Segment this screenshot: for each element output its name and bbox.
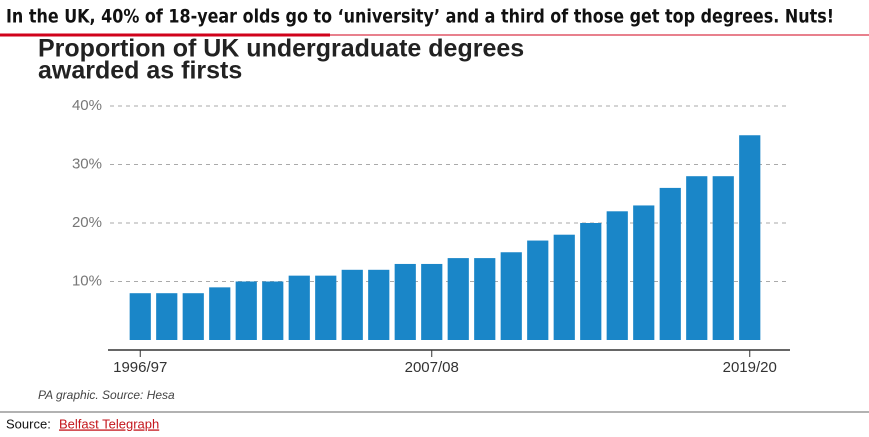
bar bbox=[368, 269, 390, 340]
bar bbox=[156, 293, 178, 340]
x-tick-label: 1996/97 bbox=[113, 359, 167, 376]
bar bbox=[235, 281, 257, 340]
bar bbox=[315, 275, 337, 340]
bar bbox=[527, 240, 549, 340]
bar bbox=[659, 187, 681, 340]
chart-title: awarded as firsts bbox=[38, 57, 242, 85]
chart-title: Proportion of UK undergraduate degrees bbox=[38, 35, 524, 63]
bar bbox=[739, 135, 761, 340]
bar bbox=[182, 293, 204, 340]
bar bbox=[262, 281, 284, 340]
y-tick-label: 20% bbox=[72, 214, 102, 231]
bar bbox=[288, 275, 310, 340]
y-tick-label: 40% bbox=[72, 97, 102, 114]
bar bbox=[209, 287, 231, 340]
source-link[interactable]: Belfast Telegraph bbox=[59, 416, 159, 431]
y-tick-label: 10% bbox=[72, 272, 102, 289]
bar bbox=[129, 293, 151, 340]
source-label: Source: bbox=[6, 416, 51, 431]
bar bbox=[686, 176, 708, 340]
bar bbox=[580, 223, 602, 340]
bar bbox=[474, 258, 496, 340]
y-tick-label: 30% bbox=[72, 155, 102, 172]
bar bbox=[394, 263, 416, 340]
bar bbox=[421, 263, 443, 340]
x-tick-label: 2019/20 bbox=[723, 359, 777, 376]
bar bbox=[553, 234, 575, 340]
header-text: In the UK, 40% of 18-year olds go to ‘un… bbox=[6, 6, 834, 28]
bar bbox=[447, 258, 469, 340]
bar bbox=[500, 252, 522, 340]
bar bbox=[712, 176, 734, 340]
bar bbox=[633, 205, 655, 340]
bar bbox=[341, 269, 363, 340]
x-tick-label: 2007/08 bbox=[405, 359, 459, 376]
chart-note: PA graphic. Source: Hesa bbox=[38, 388, 175, 402]
bar bbox=[606, 211, 628, 340]
